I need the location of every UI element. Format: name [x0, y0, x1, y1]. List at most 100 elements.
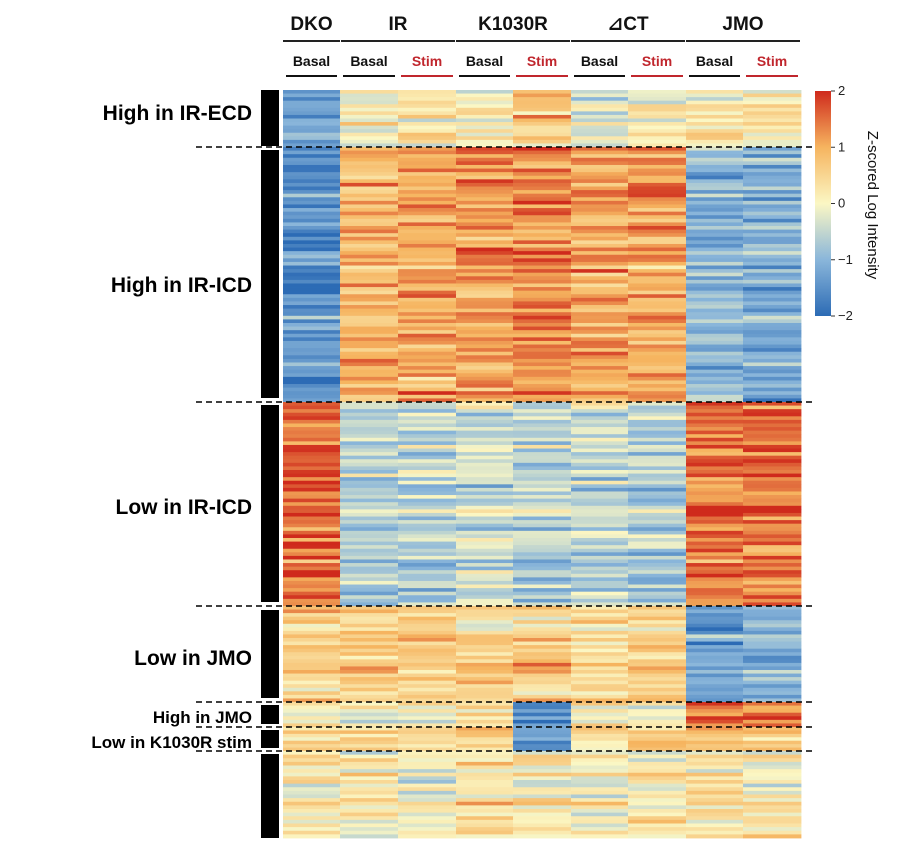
- heatmap-cell: [283, 118, 341, 123]
- heatmap-cell: [686, 462, 744, 467]
- heatmap-cell: [398, 516, 457, 521]
- heatmap-cell: [340, 819, 399, 824]
- heatmap-cell: [398, 487, 457, 492]
- heatmap-cell: [456, 570, 514, 575]
- group-label: K1030R: [478, 14, 548, 35]
- heatmap-cell: [398, 719, 457, 724]
- heatmap-cell: [456, 157, 514, 162]
- heatmap-cell: [340, 276, 399, 281]
- heatmap-cell: [686, 118, 744, 123]
- heatmap-cell: [686, 272, 744, 277]
- heatmap-cell: [686, 761, 744, 766]
- heatmap-cell: [513, 744, 572, 748]
- heatmap-cell: [743, 555, 802, 560]
- heatmap-cell: [398, 308, 457, 313]
- heatmap-cell: [340, 93, 399, 98]
- heatmap-cell: [398, 179, 457, 184]
- heatmap-cell: [340, 351, 399, 356]
- heatmap-cell: [513, 441, 572, 446]
- heatmap-cell: [398, 659, 457, 664]
- heatmap-cell: [571, 308, 629, 313]
- heatmap-cell: [398, 419, 457, 424]
- heatmap-cell: [513, 269, 572, 274]
- heatmap-cell: [398, 387, 457, 392]
- heatmap-cell: [571, 394, 629, 399]
- heatmap-cell: [743, 297, 802, 302]
- heatmap-cell: [743, 366, 802, 371]
- heatmap-cell: [628, 527, 687, 532]
- heatmap-cell: [686, 200, 744, 205]
- heatmap-cell: [628, 570, 687, 575]
- heatmap-cell: [398, 527, 457, 532]
- heatmap-cell: [628, 666, 687, 671]
- heatmap-cell: [513, 409, 572, 414]
- heatmap-cell: [456, 698, 514, 703]
- heatmap-cell: [398, 505, 457, 510]
- heatmap-cell: [628, 373, 687, 378]
- heatmap-cell: [398, 648, 457, 653]
- heatmap-cell: [398, 684, 457, 689]
- heatmap-cell: [513, 616, 572, 621]
- heatmap-cell: [686, 606, 744, 610]
- heatmap-cell: [456, 744, 514, 748]
- heatmap-cell: [743, 765, 802, 770]
- heatmap-cell: [398, 563, 457, 568]
- heatmap-cell: [456, 118, 514, 123]
- heatmap-cell: [398, 330, 457, 335]
- heatmap-cell: [686, 634, 744, 639]
- heatmap-cell: [340, 462, 399, 467]
- heatmap-cell: [340, 712, 399, 717]
- heatmap-cell: [628, 584, 687, 589]
- heatmap-cell: [513, 161, 572, 166]
- heatmap-cell: [283, 487, 341, 492]
- heatmap-cell: [340, 441, 399, 446]
- heatmap-cell: [571, 315, 629, 320]
- heatmap-cell: [513, 480, 572, 485]
- heatmap-cell: [456, 358, 514, 363]
- heatmap-cell: [628, 684, 687, 689]
- heatmap-cell: [456, 740, 514, 745]
- heatmap-cell: [456, 591, 514, 596]
- heatmap-cell: [340, 498, 399, 503]
- heatmap-cell: [513, 498, 572, 503]
- heatmap-cell: [686, 751, 744, 756]
- heatmap-cell: [283, 687, 341, 692]
- heatmap-cell: [571, 419, 629, 424]
- heatmap-cell: [513, 272, 572, 277]
- heatmap-cell: [340, 197, 399, 202]
- heatmap-cell: [571, 387, 629, 392]
- heatmap-cell: [571, 337, 629, 342]
- heatmap-cell: [743, 694, 802, 699]
- heatmap-cell: [283, 630, 341, 635]
- heatmap-cell: [456, 279, 514, 284]
- heatmap-cell: [628, 609, 687, 614]
- heatmap-cell: [571, 412, 629, 417]
- heatmap-cell: [628, 573, 687, 578]
- heatmap-cell: [686, 222, 744, 227]
- heatmap-cell: [456, 751, 514, 756]
- heatmap-cell: [398, 680, 457, 685]
- heatmap-cell: [743, 114, 802, 119]
- heatmap-cell: [743, 348, 802, 353]
- heatmap-cell: [340, 552, 399, 557]
- heatmap-cell: [628, 301, 687, 306]
- heatmap-cell: [513, 157, 572, 162]
- heatmap-cell: [686, 100, 744, 105]
- condition-label: Basal: [350, 53, 387, 69]
- heatmap-cell: [456, 520, 514, 525]
- heatmap-cell: [686, 666, 744, 671]
- heatmap-cell: [283, 794, 341, 799]
- heatmap-cell: [456, 563, 514, 568]
- heatmap-cell: [686, 125, 744, 130]
- heatmap-cell: [743, 634, 802, 639]
- heatmap-cell: [513, 405, 572, 410]
- heatmap-cell: [513, 609, 572, 614]
- heatmap-cell: [571, 602, 629, 607]
- heatmap-cell: [340, 744, 399, 748]
- heatmap-cell: [340, 677, 399, 682]
- heatmap-cell: [398, 673, 457, 678]
- heatmap-cell: [686, 538, 744, 542]
- heatmap-cell: [513, 182, 572, 187]
- cluster-bar: [261, 754, 279, 838]
- heatmap-cell: [628, 305, 687, 310]
